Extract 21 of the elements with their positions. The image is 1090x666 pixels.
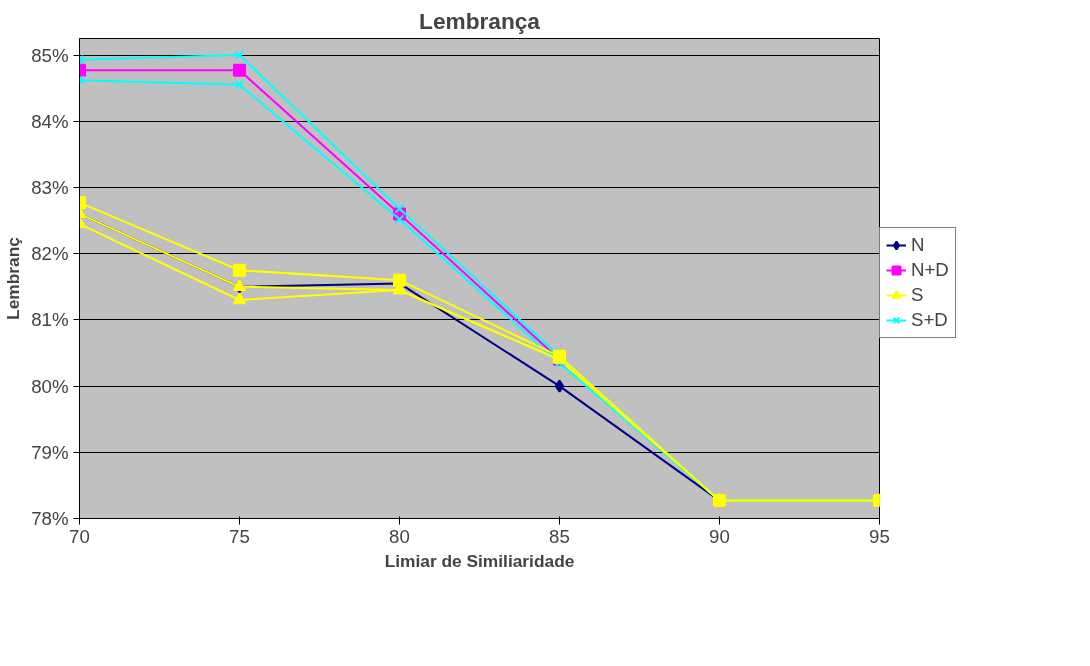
legend-label: S: [911, 284, 925, 306]
x-tick-label: 75: [229, 525, 250, 547]
y-tick-label: 85%: [31, 44, 69, 66]
x-tick-label: 85: [549, 525, 570, 547]
x-tick-label: 70: [69, 525, 90, 547]
legend-label: S+D: [911, 309, 948, 331]
y-tick-label: 80%: [31, 375, 69, 397]
x-tick-label: 95: [869, 525, 890, 547]
y-tick-label: 79%: [31, 441, 69, 463]
legend-label: N: [911, 234, 926, 256]
x-tick-label: 80: [389, 525, 410, 547]
legend-label: N+D: [911, 259, 949, 281]
chart-title: Lembrança: [419, 7, 541, 34]
y-tick-label: 83%: [31, 176, 69, 198]
y-axis-title: Lembranç: [3, 236, 24, 320]
x-axis-title: Limiar de Similiaridade: [384, 550, 575, 571]
y-tick-label: 84%: [31, 110, 69, 132]
y-tick-label: 78%: [31, 508, 69, 529]
y-tick-label: 82%: [31, 243, 69, 265]
y-tick-label: 81%: [31, 309, 69, 331]
x-tick-label: 90: [709, 525, 730, 547]
